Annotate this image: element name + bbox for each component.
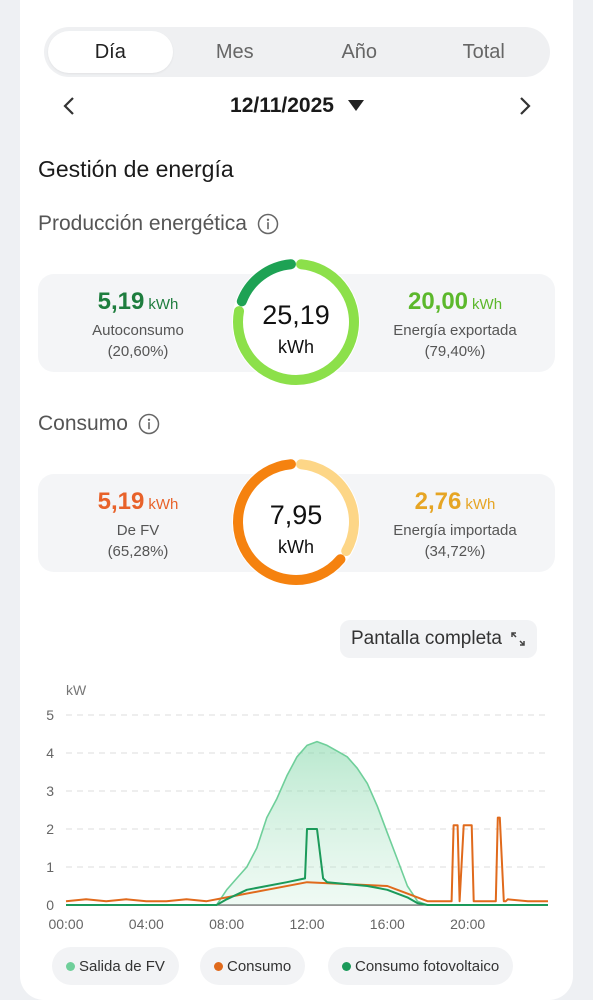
consumption-ring-primary-arc [233,459,346,585]
date-selector: 12/11/2025 [44,86,550,126]
x-tick-label: 04:00 [129,916,164,932]
tab-day[interactable]: Día [48,31,173,73]
power-chart: kW 0 1 2 3 4 5 00:00 04:00 08:00 12:00 16:00 20:00 [46,682,548,932]
production-ring-primary-arc [236,259,296,307]
from-pv-unit: kWh [148,496,179,513]
y-tick-label: 1 [46,859,54,875]
y-tick-label: 4 [46,745,54,761]
imported-energy-label: Energía importada [393,522,517,539]
section-title: Gestión de energía [38,156,234,182]
y-tick-label: 0 [46,897,54,913]
consumption-total: 7,95 kWh [226,500,366,558]
production-ring-secondary-arc [233,259,359,385]
consumption-title-row: Consumo [38,412,160,436]
production-ring [232,258,360,386]
series-line-2 [66,828,548,906]
exported-energy-value: 20,00 [407,288,469,315]
exported-energy-percent: (79,40%) [424,343,486,360]
legend-item-pv-consumption[interactable]: Consumo fotovoltaico [328,947,514,985]
consumption-ring [232,458,360,586]
expand-icon [511,632,525,646]
period-tabs: Día Mes Año Total [44,27,550,77]
chevron-right-icon[interactable] [512,94,536,118]
exported-energy-stat: 20,00 kWh Energía exportada (79,40%) [355,288,555,360]
legend-label: Consumo fotovoltaico [355,957,500,975]
production-title: Producción energética [38,212,247,235]
caret-down-icon[interactable] [347,100,364,112]
info-icon[interactable] [138,413,160,435]
imported-energy-value: 2,76 [414,488,462,515]
tab-total[interactable]: Total [462,40,505,63]
x-tick-label: 20:00 [450,916,485,932]
imported-energy-stat: 2,76 kWh Energía importada (34,72%) [355,488,555,560]
series-line-0 [66,740,548,906]
tab-year[interactable]: Año [341,40,378,63]
from-pv-stat: 5,19 kWh De FV (65,28%) [38,488,238,560]
self-consumption-stat: 5,19 kWh Autoconsumo (20,60%) [38,288,238,360]
self-consumption-label: Autoconsumo [92,322,184,339]
consumption-title: Consumo [38,412,128,435]
from-pv-percent: (65,28%) [107,543,169,560]
self-consumption-unit: kWh [148,296,179,313]
imported-energy-unit: kWh [465,496,496,513]
production-total-value: 25,19 [262,300,330,330]
from-pv-label: De FV [116,522,160,539]
y-tick-label: 5 [46,707,54,723]
imported-energy-percent: (34,72%) [424,543,486,560]
x-tick-label: 08:00 [209,916,244,932]
self-consumption-percent: (20,60%) [107,343,169,360]
consumption-total-unit: kWh [278,537,314,557]
production-title-row: Producción energética [38,212,279,236]
series-area-0 [66,741,548,905]
x-tick-label: 12:00 [289,916,324,932]
legend-dot [66,961,75,971]
series-line-1 [65,816,548,903]
legend-dot [342,961,351,971]
fullscreen-label: Pantalla completa [350,628,503,649]
production-total-unit: kWh [278,337,314,357]
legend-item-consumption[interactable]: Consumo [200,947,306,985]
from-pv-value: 5,19 [97,488,145,515]
date-label[interactable]: 12/11/2025 [230,94,334,117]
legend-label: Consumo [227,957,292,975]
info-icon[interactable] [257,213,279,235]
legend-label: Salida de FV [79,957,165,975]
legend-item-pv-output[interactable]: Salida de FV [52,947,179,985]
y-tick-label: 3 [46,783,54,799]
production-total: 25,19 kWh [226,300,366,358]
consumption-ring-secondary-arc [296,459,359,556]
exported-energy-label: Energía exportada [393,322,517,339]
fullscreen-button[interactable]: Pantalla completa [340,620,537,658]
x-tick-label: 16:00 [370,916,405,932]
x-tick-label: 00:00 [48,916,83,932]
self-consumption-value: 5,19 [97,288,145,315]
consumption-total-value: 7,95 [269,500,323,530]
tab-month[interactable]: Mes [215,40,254,63]
y-tick-label: 2 [46,821,54,837]
chevron-left-icon[interactable] [58,94,82,118]
y-axis-label: kW [66,682,87,698]
exported-energy-unit: kWh [472,296,503,313]
legend-dot [214,961,223,971]
